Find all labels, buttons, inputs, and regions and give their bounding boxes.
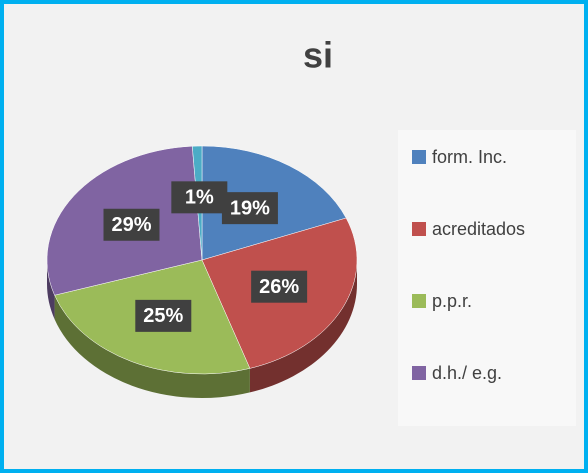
legend-label: form. Inc. xyxy=(432,147,507,167)
legend-swatch xyxy=(412,222,426,236)
data-label: 19% xyxy=(230,197,270,219)
slice-side xyxy=(249,260,357,393)
chart-title: si xyxy=(303,35,333,76)
slice-side xyxy=(47,260,55,320)
legend-swatch xyxy=(412,366,426,380)
data-label-box xyxy=(135,299,192,332)
slice-side xyxy=(54,295,250,398)
legend-label: acreditados xyxy=(432,219,525,239)
data-label-box xyxy=(103,208,160,241)
legend-box xyxy=(398,130,576,426)
legend-label: d.h./ e.g. xyxy=(432,363,502,383)
legend-swatch xyxy=(412,150,426,164)
data-label: 29% xyxy=(111,214,151,236)
data-label: 1% xyxy=(185,187,214,209)
legend-label: p.p.r. xyxy=(432,291,472,311)
data-label-box xyxy=(221,192,278,225)
data-label: 26% xyxy=(259,276,299,298)
legend-swatch xyxy=(412,294,426,308)
data-label: 25% xyxy=(143,305,183,327)
data-label-box xyxy=(171,181,228,214)
data-label-box xyxy=(251,270,308,303)
